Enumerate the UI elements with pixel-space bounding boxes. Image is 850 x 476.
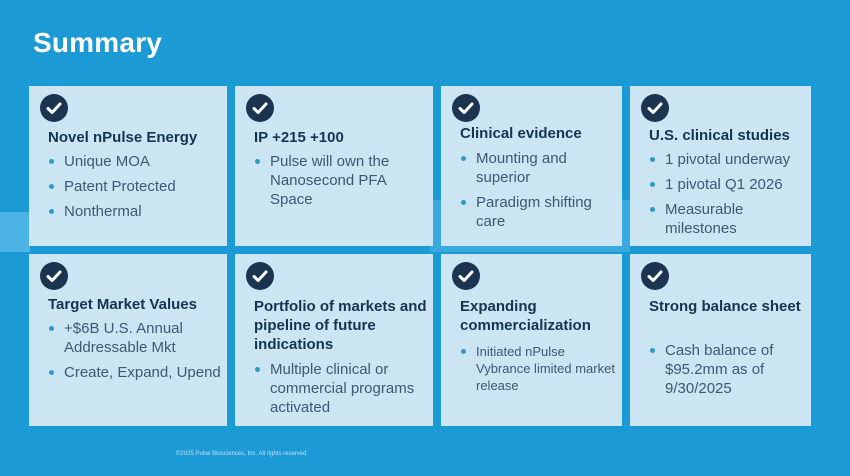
bullet-list: Initiated nPulse Vybrance limited market… bbox=[460, 343, 616, 400]
card-strong-balance-sheet: Strong balance sheet Cash balance of $95… bbox=[630, 254, 811, 426]
card-title: Target Market Values bbox=[48, 296, 197, 313]
bullet-item: Pulse will own the Nanosecond PFA Space bbox=[254, 152, 427, 209]
bullet-item: Measurable milestones bbox=[649, 200, 805, 238]
copyright-footer: ©2025 Pulse Biosciences, Inc. All rights… bbox=[176, 451, 307, 457]
bullet-item: Create, Expand, Upend bbox=[48, 363, 221, 382]
slide-title: Summary bbox=[33, 27, 163, 58]
bullet-list: Pulse will own the Nanosecond PFA Space bbox=[254, 152, 427, 215]
card-title: Portfolio of markets and pipeline of fut… bbox=[254, 298, 427, 353]
card-target-market-values: Target Market Values +$6B U.S. Annual Ad… bbox=[29, 254, 227, 426]
bullet-list: 1 pivotal underway 1 pivotal Q1 2026 Mea… bbox=[649, 150, 805, 244]
card-title: U.S. clinical studies bbox=[649, 127, 790, 144]
bullet-item: Multiple clinical or commercial programs… bbox=[254, 360, 427, 417]
card-novel-npulse-energy: Novel nPulse Energy Unique MOA Patent Pr… bbox=[29, 86, 227, 246]
bullet-item: 1 pivotal underway bbox=[649, 150, 805, 169]
bullet-list: Cash balance of $95.2mm as of 9/30/2025 bbox=[649, 341, 805, 404]
bullet-list: Multiple clinical or commercial programs… bbox=[254, 360, 427, 423]
bullet-item: Unique MOA bbox=[48, 152, 221, 171]
bullet-item: 1 pivotal Q1 2026 bbox=[649, 175, 805, 194]
card-title: Expanding commercialization bbox=[460, 298, 591, 334]
bullet-item: Nonthermal bbox=[48, 202, 221, 221]
background-panel-left bbox=[0, 212, 30, 252]
checkmark-icon bbox=[246, 262, 274, 290]
bullet-list: Unique MOA Patent Protected Nonthermal bbox=[48, 152, 221, 227]
bullet-item: Cash balance of $95.2mm as of 9/30/2025 bbox=[649, 341, 805, 398]
checkmark-icon bbox=[40, 94, 68, 122]
card-us-clinical-studies: U.S. clinical studies 1 pivotal underway… bbox=[630, 86, 811, 246]
checkmark-icon bbox=[641, 262, 669, 290]
checkmark-icon bbox=[40, 262, 68, 290]
card-clinical-evidence: Clinical evidence Mounting and superior … bbox=[441, 86, 622, 246]
bullet-item: Initiated nPulse Vybrance limited market… bbox=[460, 343, 616, 394]
checkmark-icon bbox=[641, 94, 669, 122]
bullet-item: Paradigm shifting care bbox=[460, 193, 616, 231]
card-expanding-commercialization: Expanding commercialization Initiated nP… bbox=[441, 254, 622, 426]
card-title: Strong balance sheet bbox=[649, 298, 801, 315]
card-title: Clinical evidence bbox=[460, 125, 582, 142]
card-ip: IP +215 +100 Pulse will own the Nanoseco… bbox=[235, 86, 433, 246]
card-portfolio: Portfolio of markets and pipeline of fut… bbox=[235, 254, 433, 426]
checkmark-icon bbox=[452, 94, 480, 122]
bullet-list: Mounting and superior Paradigm shifting … bbox=[460, 149, 616, 237]
bullet-item: Patent Protected bbox=[48, 177, 221, 196]
card-title: IP +215 +100 bbox=[254, 129, 344, 146]
checkmark-icon bbox=[452, 262, 480, 290]
card-title: Novel nPulse Energy bbox=[48, 129, 198, 146]
checkmark-icon bbox=[246, 94, 274, 122]
bullet-list: +$6B U.S. Annual Addressable Mkt Create,… bbox=[48, 319, 221, 388]
bullet-item: Mounting and superior bbox=[460, 149, 616, 187]
bullet-item: +$6B U.S. Annual Addressable Mkt bbox=[48, 319, 221, 357]
